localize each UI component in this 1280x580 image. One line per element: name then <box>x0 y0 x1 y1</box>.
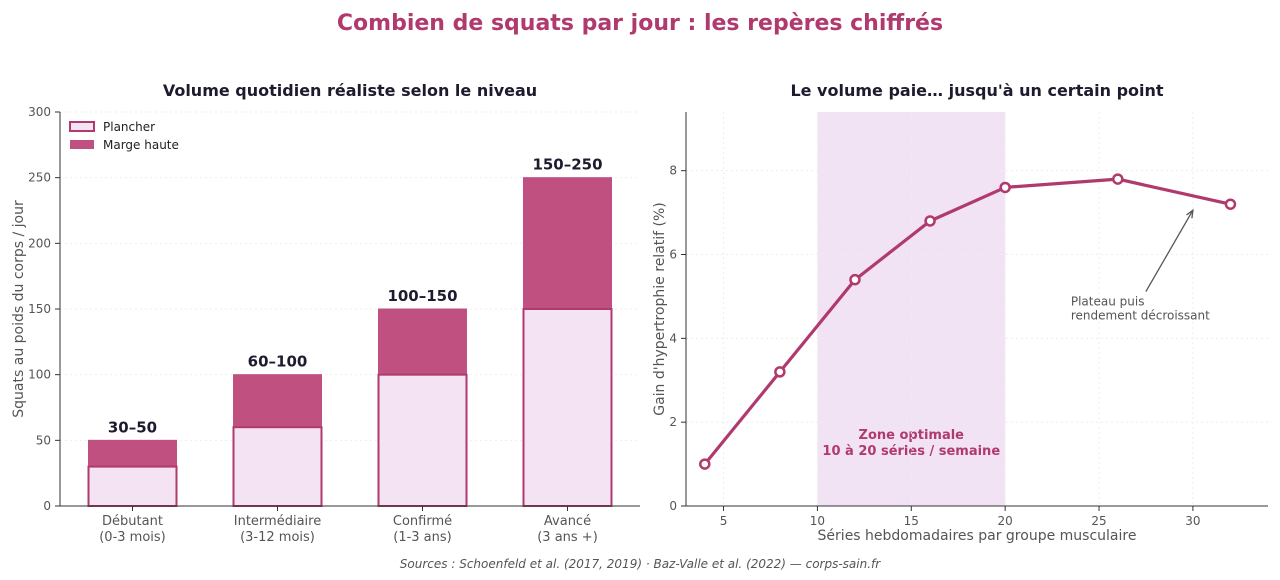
right-x-tick-label: 10 <box>810 514 825 528</box>
left-x-tick-label: (1-3 ans) <box>393 530 452 545</box>
bar-data-label: 60–100 <box>248 353 308 371</box>
annotation-arrow <box>1145 209 1194 292</box>
bar-floor <box>522 308 613 507</box>
bar-floor <box>232 426 323 508</box>
bar-data-label: 30–50 <box>108 418 157 436</box>
right-x-tick-label: 20 <box>998 514 1013 528</box>
left-axes: 0 50 100 150 200 250 300 Débutant(0-3 mois) Inte… <box>28 105 640 545</box>
optimal-zone-label: Zone optimale <box>859 428 965 443</box>
left-x-tick-label: Débutant <box>102 514 163 529</box>
data-point <box>699 458 711 470</box>
left-x-tick-label: Avancé <box>544 514 591 529</box>
left-y-axis-label: Squats au poids du corps / jour <box>11 200 27 418</box>
right-y-axis-label: Gain d'hypertrophie relatif (%) <box>652 202 668 416</box>
right-y-tick-label: 4 <box>669 331 677 345</box>
bar-floor <box>377 373 468 507</box>
legend-label-floor: Plancher <box>103 120 155 134</box>
left-chart-panel: Volume quotidien réaliste selon le nivea… <box>11 81 640 545</box>
bar-upper-margin <box>233 374 322 428</box>
right-y-tick-label: 8 <box>669 164 677 178</box>
left-y-tick-label: 100 <box>28 368 51 382</box>
right-x-axis-label: Séries hebdomadaires par groupe musculai… <box>818 528 1137 544</box>
left-chart-title: Volume quotidien réaliste selon le nivea… <box>163 81 537 100</box>
annotation-text: Plateau puis <box>1071 295 1145 309</box>
legend-swatch-floor <box>69 121 95 132</box>
left-x-tick-label: (0-3 mois) <box>99 530 166 545</box>
figure-title: Combien de squats par jour : les repères… <box>337 11 943 36</box>
right-x-tick-label: 30 <box>1185 514 1200 528</box>
right-x-tick-label: 5 <box>720 514 728 528</box>
optimal-zone-sublabel: 10 à 20 séries / semaine <box>822 444 1000 459</box>
data-point <box>924 215 936 227</box>
left-y-tick-label: 300 <box>28 105 51 119</box>
left-y-tick-label: 50 <box>36 433 51 447</box>
bar-data-label: 150–250 <box>532 156 602 174</box>
left-y-tick-label: 150 <box>28 302 51 316</box>
bar-upper-margin <box>378 308 467 376</box>
bar-upper-margin <box>523 177 612 310</box>
left-y-tick-label: 0 <box>43 499 51 513</box>
right-line-series <box>699 173 1237 470</box>
right-x-tick-label: 15 <box>904 514 919 528</box>
left-grid <box>60 111 640 441</box>
right-x-tick-label: 25 <box>1091 514 1106 528</box>
data-point <box>1224 198 1237 210</box>
legend-label-upper-margin: Marge haute <box>103 138 179 152</box>
right-y-tick-label: 0 <box>669 499 677 513</box>
right-chart-title: Le volume paie… jusqu'à un certain point <box>790 81 1163 100</box>
bar-upper-margin <box>88 439 177 468</box>
annotation-arrowhead <box>1186 208 1194 219</box>
left-bars: 30–50 60–100 100–150 150–250 <box>87 156 613 508</box>
left-y-tick-label: 250 <box>28 171 51 185</box>
data-point <box>999 181 1011 194</box>
left-x-tick-label: (3 ans +) <box>537 530 598 545</box>
bar-data-label: 100–150 <box>387 287 457 305</box>
right-chart-panel: Le volume paie… jusqu'à un certain point… <box>652 81 1268 544</box>
annotation-text: rendement décroissant <box>1071 309 1210 323</box>
right-y-tick-label: 6 <box>669 248 677 262</box>
left-x-tick-label: (3-12 mois) <box>240 530 315 545</box>
data-point <box>849 273 861 286</box>
left-x-tick-label: Intermédiaire <box>234 514 321 529</box>
source-note: Sources : Schoenfeld et al. (2017, 2019)… <box>400 557 881 571</box>
left-y-tick-label: 200 <box>28 236 51 250</box>
right-grid <box>686 112 1268 506</box>
bar-floor <box>87 465 178 508</box>
right-y-tick-label: 2 <box>669 415 677 429</box>
left-x-tick-label: Confirmé <box>393 514 452 529</box>
data-point <box>774 366 786 378</box>
legend-swatch-upper-margin <box>70 140 94 149</box>
left-legend: Plancher Marge haute <box>69 120 179 152</box>
data-point <box>1112 173 1124 185</box>
right-axes: 5 10 15 20 25 30 0 2 4 6 8 <box>669 112 1268 528</box>
